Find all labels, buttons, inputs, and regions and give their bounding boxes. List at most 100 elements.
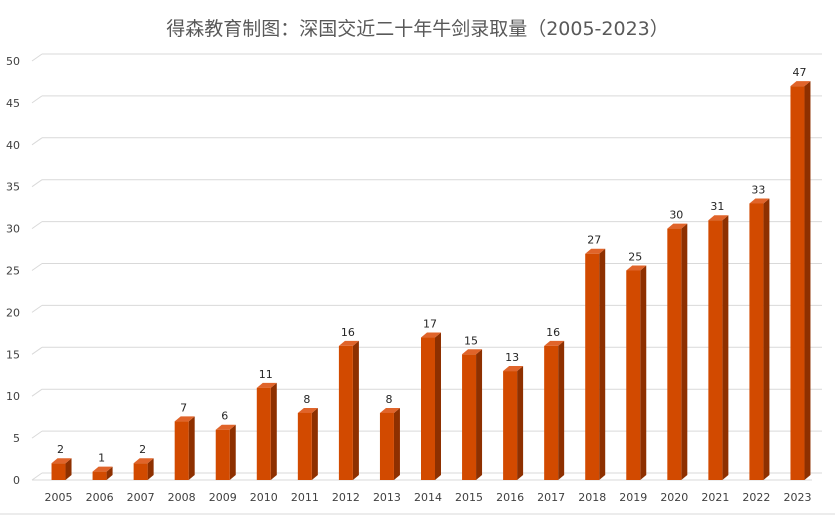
bar-front: [790, 86, 805, 480]
data-label: 6: [221, 410, 228, 423]
bar: [462, 349, 483, 480]
x-tick-label: 2017: [537, 491, 565, 504]
bar-top: [708, 215, 729, 221]
bar: [338, 340, 359, 480]
gridline-edge: [31, 179, 43, 188]
data-label: 2: [57, 443, 64, 456]
bar-top: [174, 416, 195, 422]
bar-top: [503, 366, 524, 372]
x-tick-label: 2023: [783, 491, 811, 504]
bar-front: [544, 345, 559, 480]
bar-top: [749, 198, 770, 204]
bar-side: [599, 248, 606, 480]
data-label: 2: [139, 443, 146, 456]
data-label: 31: [710, 200, 724, 213]
bar-top: [585, 248, 606, 254]
y-tick-label: 45: [6, 97, 20, 110]
bar-front: [215, 429, 230, 480]
bar: [585, 248, 606, 480]
bar: [749, 198, 770, 480]
gridline-edge: [31, 304, 43, 313]
data-label: 27: [587, 234, 601, 247]
x-tick-label: 2014: [414, 491, 442, 504]
bar-front: [462, 354, 477, 480]
y-tick-label: 0: [13, 474, 20, 487]
y-tick-label: 20: [6, 306, 20, 319]
x-tick-label: 2005: [45, 491, 73, 504]
bar: [174, 416, 195, 480]
x-tick-label: 2022: [742, 491, 770, 504]
x-tick-label: 2019: [619, 491, 647, 504]
bar-side: [558, 340, 565, 480]
gridline-edge: [31, 95, 43, 104]
bar-top: [215, 424, 236, 430]
bar-top: [338, 340, 359, 346]
bar-front: [379, 412, 394, 480]
bar: [51, 458, 72, 480]
bar: [790, 81, 811, 480]
gridline-edge: [31, 346, 43, 355]
data-label: 47: [792, 66, 806, 79]
bar-top: [462, 349, 483, 355]
y-tick-label: 30: [6, 223, 20, 236]
bar-top: [256, 382, 277, 388]
bar: [215, 424, 236, 480]
data-label: 16: [341, 326, 355, 339]
data-label: 17: [423, 318, 437, 331]
x-tick-label: 2018: [578, 491, 606, 504]
bar: [626, 265, 647, 480]
bar: [297, 407, 318, 480]
x-tick-label: 2012: [332, 491, 360, 504]
bar-front: [297, 412, 312, 480]
bar-front: [51, 463, 66, 480]
bar-front: [174, 421, 189, 480]
y-tick-label: 15: [6, 348, 20, 361]
bar-side: [476, 349, 483, 480]
bar-front: [133, 463, 148, 480]
x-tick-label: 2009: [209, 491, 237, 504]
bar: [256, 382, 277, 480]
x-tick-label: 2021: [701, 491, 729, 504]
bar-side: [722, 215, 729, 480]
gridline-edge: [31, 53, 43, 62]
y-tick-label: 25: [6, 265, 20, 278]
bar-side: [517, 366, 524, 480]
bar-front: [338, 345, 353, 480]
bar-top: [421, 332, 441, 338]
x-tick-label: 2016: [496, 491, 524, 504]
bar: [503, 366, 524, 480]
chart-title: 得森教育制图：深国交近二十年牛剑录取量（2005-2023）: [166, 18, 669, 40]
bar-front: [503, 371, 518, 480]
bar-side: [681, 223, 688, 480]
x-tick-label: 2015: [455, 491, 483, 504]
gridline-edge: [31, 388, 43, 397]
y-tick-label: 50: [6, 55, 20, 68]
y-tick-label: 10: [6, 390, 20, 403]
gridline-edge: [31, 221, 43, 230]
bar-top: [544, 340, 565, 346]
bar-top: [379, 407, 400, 413]
data-label: 1: [98, 452, 105, 465]
bar-side: [106, 466, 113, 480]
x-tick-label: 2006: [86, 491, 114, 504]
data-label: 15: [464, 334, 478, 347]
bar-side: [804, 81, 811, 480]
bar-side: [393, 407, 400, 480]
bar: [379, 407, 400, 480]
bar: [421, 332, 441, 480]
gridline-edge: [31, 263, 43, 271]
bar-side: [147, 458, 154, 480]
bar: [133, 458, 154, 480]
bar-front: [749, 203, 764, 480]
bar-front: [708, 220, 723, 480]
bar-front: [667, 228, 682, 480]
bar-top: [92, 466, 113, 472]
gridline-edge: [31, 430, 43, 439]
x-tick-label: 2013: [373, 491, 401, 504]
bar-front: [256, 387, 271, 480]
bar: [708, 215, 729, 480]
gridline-edge: [31, 472, 43, 481]
bar-top: [790, 81, 811, 87]
data-label: 25: [628, 251, 642, 264]
